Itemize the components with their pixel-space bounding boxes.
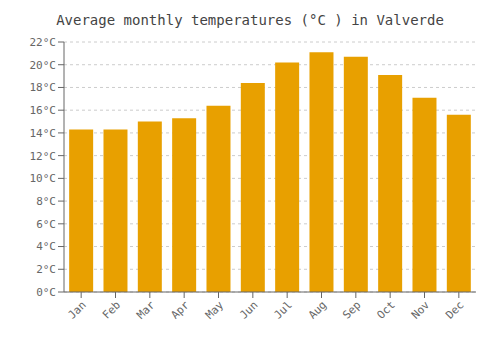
svg-text:14°C: 14°C	[30, 127, 57, 140]
svg-text:Sep: Sep	[340, 298, 363, 321]
html-text:Average monthly temperatures (: Average monthly temperatures (°C ) in Va…	[56, 12, 444, 28]
svg-text:0°C: 0°C	[36, 286, 56, 299]
svg-text:Mar: Mar	[134, 298, 158, 322]
svg-text:16°C: 16°C	[30, 104, 57, 117]
svg-text:2°C: 2°C	[36, 263, 56, 276]
svg-text:6°C: 6°C	[36, 218, 56, 231]
svg-text:Dec: Dec	[443, 298, 466, 321]
svg-text:4°C: 4°C	[36, 240, 56, 253]
svg-text:18°C: 18°C	[30, 81, 57, 94]
svg-text:Apr: Apr	[169, 298, 193, 322]
svg-text:Jul: Jul	[272, 298, 295, 321]
svg-text:Jun: Jun	[237, 298, 260, 321]
svg-text:8°C: 8°C	[36, 195, 56, 208]
svg-text:Oct: Oct	[375, 298, 398, 321]
svg-text:May: May	[203, 298, 227, 322]
svg-text:10°C: 10°C	[30, 172, 57, 185]
svg-text:22°C: 22°C	[30, 36, 57, 49]
svg-text:Nov: Nov	[409, 298, 433, 322]
svg-text:20°C: 20°C	[30, 59, 57, 72]
svg-text:Jan: Jan	[66, 298, 89, 321]
svg-text:Aug: Aug	[306, 298, 329, 321]
svg-text:Feb: Feb	[100, 298, 123, 321]
svg-text:12°C: 12°C	[30, 150, 57, 163]
